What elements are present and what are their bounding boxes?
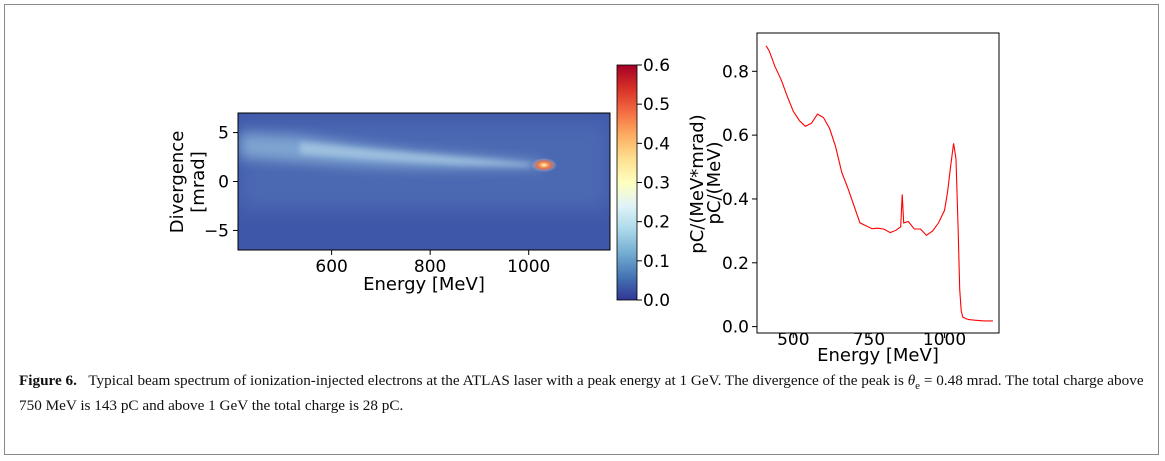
lineplot-y-tick-label: 0.6 [722,126,749,146]
heatmap-y-tick-label: −5 [204,221,229,241]
heatmap-ylabel: Divergence[mrad] [167,131,209,234]
caption-theta-sub: e [915,380,921,393]
lineplot-xlabel: Energy [MeV] [817,345,939,366]
lineplot-x-tick-label: 1000 [923,330,966,350]
colorbar-tick-label: 0.3 [643,174,670,194]
heatmap-x-tick-label: 600 [315,257,347,277]
colorbar-tick-label: 0.6 [643,56,670,76]
heatmap-ylabel-line: [mrad] [188,151,209,212]
heatmap-y-tick-label: 0 [218,173,229,193]
colorbar-tick-label: 0.1 [643,252,670,272]
lineplot-ylabel: pC/(MeV) [704,141,725,224]
heatmap-plot [238,113,610,250]
heatmap-peak [531,158,557,172]
caption-label: Figure 6. [19,372,77,389]
caption-text-2: = 0.48 mrad. The total charge above 750 … [19,372,1144,415]
lineplot-y-tick-label: 0.0 [722,318,749,338]
colorbar-tick-label: 0.0 [643,291,670,311]
caption-text-1: Typical beam spectrum of ionization-inje… [88,372,908,389]
colorbar-tick-label: 0.4 [643,134,670,154]
lineplot-y-tick-label: 0.2 [722,254,749,274]
lineplot-y-tick-label: 0.8 [722,62,749,82]
heatmap-x-ticks: 600 800 1000 [315,250,550,277]
spectrum-line [765,45,993,322]
colorbar-ticks: 0.0 0.1 0.2 0.3 0.4 0.5 0.6 [637,56,670,311]
lineplot-x-tick-label: 500 [777,330,809,350]
figure-caption: Figure 6. Typical beam spectrum of ioniz… [19,371,1149,416]
heatmap-ylabel-line: Divergence [167,131,188,234]
heatmap-xlabel: Energy [MeV] [363,274,485,295]
lineplot-x-ticks: 500 750 1000 [777,330,966,350]
heatmap-x-tick-label: 1000 [507,257,550,277]
colorbar-tick-label: 0.5 [643,95,670,115]
lineplot-y-ticks: 0.0 0.2 0.4 0.6 0.8 [722,62,757,338]
heatmap-y-tick-label: 5 [218,124,229,144]
heatmap-tail-core [300,142,530,167]
figure-frame [4,4,1159,455]
caption-theta: θ [907,372,916,389]
colorbar-label: pC/(MeV*mrad) [687,114,708,253]
lineplot-x-tick-label: 750 [853,330,885,350]
colorbar-tick-label: 0.2 [643,213,670,233]
heatmap-y-ticks: 5 0 −5 [204,124,238,241]
lineplot-frame [756,32,1000,334]
heatmap-x-tick-label: 800 [414,257,446,277]
lineplot-y-tick-label: 0.4 [722,190,749,210]
colorbar [616,64,638,301]
